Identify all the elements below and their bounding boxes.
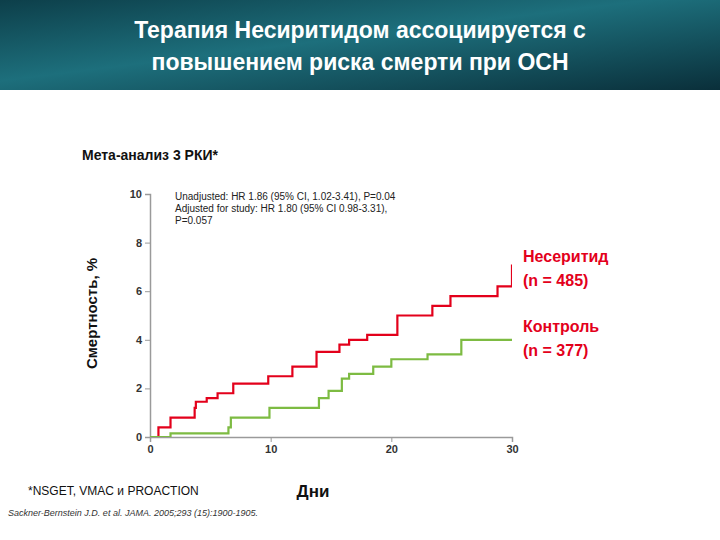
tick: 20: [386, 437, 398, 455]
tick: 10: [130, 188, 150, 200]
tick-mark: [391, 437, 392, 442]
header-background: [0, 0, 720, 90]
tick-mark: [145, 291, 150, 292]
tick: 0: [147, 437, 153, 455]
legend-label-line: (n = 485): [523, 272, 588, 289]
tick: 6: [136, 285, 150, 297]
tick-mark: [271, 437, 272, 442]
tick-mark: [145, 388, 150, 389]
x-axis: 0 10 20 30: [147, 437, 518, 455]
y-axis-title: Смертность, %: [83, 258, 100, 369]
tick-label: 0: [136, 431, 142, 443]
series-line: [150, 264, 512, 437]
tick-mark: [145, 194, 150, 195]
y-axis: 0 2 4 6 8 10: [130, 188, 151, 443]
title-line: повышением риска смерти при ОСН: [152, 49, 569, 75]
footnote: *NSGET, VMAC и PROACTION: [28, 484, 199, 498]
tick-label: 10: [265, 443, 277, 455]
tick-label: 30: [506, 443, 518, 455]
tick-label: 6: [136, 285, 142, 297]
tick-label: 8: [136, 237, 142, 249]
tick-mark: [145, 243, 150, 244]
series-line: [150, 340, 512, 437]
chart: Терапия Несиритидом ассоциируется с повыш…: [0, 0, 720, 540]
subtitle: Мета-анализ 3 РКИ*: [82, 147, 219, 163]
tick: 30: [506, 437, 518, 455]
tick: 10: [265, 437, 277, 455]
tick-mark: [145, 340, 150, 341]
plot-area: [150, 264, 512, 437]
annotation: Adjusted for study: HR 1.80 (95% CI 0.98…: [175, 203, 387, 214]
tick-label: 20: [386, 443, 398, 455]
tick: 2: [136, 382, 150, 394]
tick: 8: [136, 237, 150, 249]
source: Sackner-Bernstein J.D. et al. JAMA. 2005…: [8, 508, 258, 518]
axis-line: [145, 195, 151, 438]
legend-label-line: Несеритид: [523, 248, 608, 265]
legend-label: Несеритид (n = 485): [523, 248, 608, 289]
tick-label: 0: [147, 443, 153, 455]
x-axis-title: Дни: [297, 482, 330, 501]
title-line: Терапия Несиритидом ассоциируется с: [134, 17, 586, 43]
tick: 4: [136, 334, 150, 346]
legend-label: Контроль (n = 377): [523, 318, 599, 359]
annotation: P=0.057: [175, 215, 213, 226]
tick-label: 2: [136, 382, 142, 394]
legend-label-line: (n = 377): [523, 342, 588, 359]
legend-label-line: Контроль: [523, 318, 599, 335]
annotation: Unadjusted: HR 1.86 (95% CI, 1.02-3.41),…: [175, 191, 396, 202]
tick: 0: [136, 431, 150, 443]
tick-label: 10: [130, 188, 142, 200]
tick-mark: [145, 437, 150, 438]
tick-mark: [512, 437, 513, 442]
tick-label: 4: [136, 334, 143, 346]
axis-line: [151, 438, 513, 443]
title: Терапия Несиритидом ассоциируется с повыш…: [134, 17, 586, 75]
